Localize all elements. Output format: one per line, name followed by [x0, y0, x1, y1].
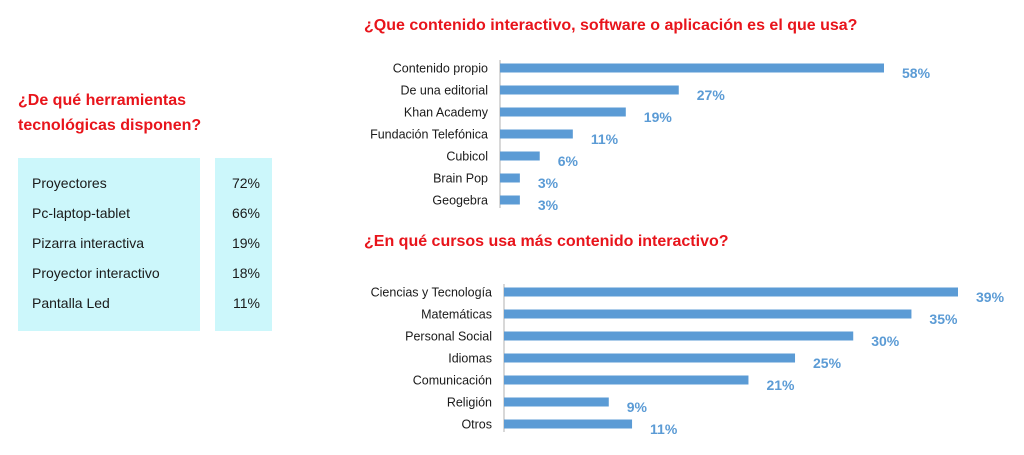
category-label: Otros — [461, 418, 492, 432]
category-label: Fundación Telefónica — [370, 128, 488, 142]
tools-percent-column: 72% 66% 19% 18% 11% — [215, 158, 272, 331]
tool-name: Proyectores — [32, 175, 107, 191]
value-label: 11% — [591, 131, 619, 147]
bar — [504, 331, 854, 341]
bar — [504, 353, 796, 363]
value-label: 21% — [766, 377, 795, 393]
category-label: De una editorial — [400, 84, 488, 98]
bar — [500, 63, 884, 73]
bar — [504, 397, 609, 407]
category-label: Comunicación — [413, 374, 492, 388]
tool-name: Pizarra interactiva — [32, 235, 145, 251]
value-label: 58% — [902, 65, 931, 81]
category-label: Personal Social — [405, 330, 492, 344]
category-label: Khan Academy — [404, 106, 489, 120]
category-label: Contenido propio — [393, 62, 488, 76]
tool-percent: 11% — [233, 295, 260, 311]
tool-percent: 19% — [231, 235, 260, 251]
value-label: 35% — [929, 311, 958, 327]
tool-name: Pantalla Led — [32, 295, 110, 311]
software-bar-chart: Contenido propio 58% De una editorial 27% Kh… — [370, 60, 931, 213]
courses-bar-chart: Ciencias y Tecnología 39% Matemáticas 35% Pe… — [371, 284, 1005, 437]
tools-name-column: Proyectores Pc-laptop-tablet Pizarra int… — [18, 158, 200, 331]
value-label: 19% — [644, 109, 673, 125]
bar — [504, 375, 749, 385]
category-label: Matemáticas — [421, 308, 492, 322]
value-label: 9% — [627, 399, 648, 415]
value-label: 11% — [650, 421, 678, 437]
category-label: Religión — [447, 396, 492, 410]
value-label: 25% — [813, 355, 842, 371]
bar — [504, 287, 958, 297]
category-label: Cubicol — [446, 150, 488, 164]
value-label: 3% — [538, 197, 559, 213]
bar — [500, 173, 520, 183]
bar — [504, 419, 633, 429]
tool-percent: 72% — [231, 175, 260, 191]
bar — [500, 107, 626, 117]
tool-name: Pc-laptop-tablet — [32, 205, 131, 221]
value-label: 3% — [538, 175, 559, 191]
bar — [500, 151, 540, 161]
category-label: Brain Pop — [433, 172, 488, 186]
value-label: 6% — [558, 153, 579, 169]
value-label: 27% — [697, 87, 726, 103]
bar — [500, 85, 679, 95]
bar — [500, 195, 520, 205]
courses-chart-title: ¿En qué cursos usa más contenido interac… — [364, 233, 729, 250]
value-label: 39% — [976, 289, 1005, 305]
tool-percent: 66% — [231, 205, 260, 221]
bar — [500, 129, 573, 139]
tools-title: ¿De qué herramientas tecnológicas dispon… — [18, 92, 202, 134]
category-label: Geogebra — [432, 194, 488, 208]
bar — [504, 309, 912, 319]
category-label: Idiomas — [448, 352, 492, 366]
tool-percent: 18% — [231, 265, 260, 281]
value-label: 30% — [871, 333, 900, 349]
category-label: Ciencias y Tecnología — [371, 286, 492, 300]
tool-name: Proyector interactivo — [32, 265, 160, 281]
software-chart-title: ¿Que contenido interactivo, software o a… — [364, 17, 858, 34]
